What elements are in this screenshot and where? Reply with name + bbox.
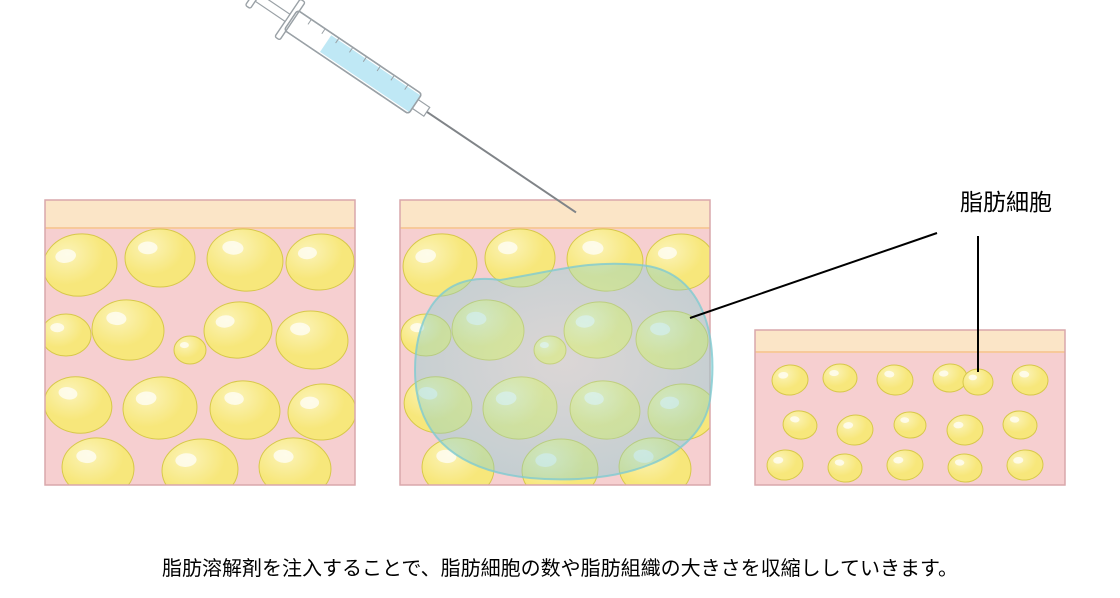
syringe-fluid — [320, 35, 421, 112]
label-leader-line — [690, 233, 937, 318]
fat-cell-label: 脂肪細胞 — [960, 189, 1052, 215]
caption-text: 脂肪溶解剤を注入することで、脂肪細胞の数や脂肪組織の大きさを収縮ししていきます。 — [0, 552, 1120, 581]
fat-cell — [41, 314, 91, 356]
syringe — [240, 0, 589, 231]
skin-layer — [400, 200, 710, 228]
dissolving-solution-blob — [415, 264, 712, 480]
skin-layer — [755, 330, 1065, 352]
skin-layer — [45, 200, 355, 228]
fat-cell — [823, 364, 857, 392]
needle — [427, 112, 576, 213]
diagram-svg: 脂肪細胞 — [0, 0, 1120, 598]
plunger-rod — [255, 0, 290, 21]
tissue-panel-2 — [755, 330, 1065, 485]
tissue-panel-0 — [39, 200, 357, 504]
fat-cell — [174, 336, 206, 364]
fat-cell — [963, 369, 993, 395]
fat-cell — [125, 229, 195, 287]
